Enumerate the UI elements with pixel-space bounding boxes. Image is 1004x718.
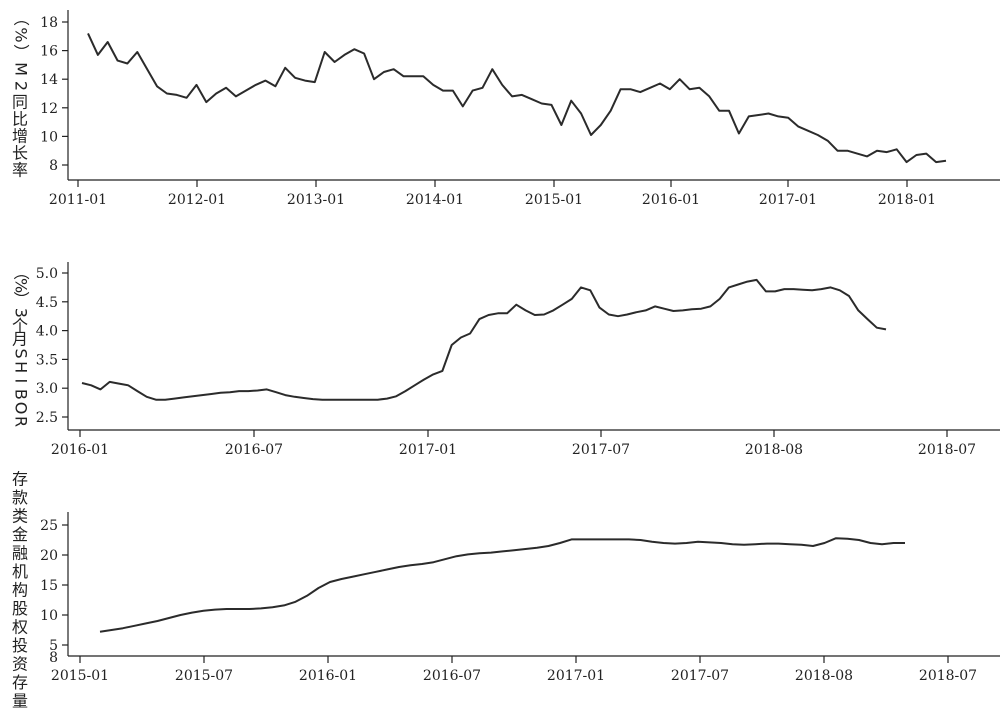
y-label-char: 长 [12, 144, 28, 163]
y-label-char: 量 [12, 692, 28, 711]
x-axis-shibor: 2016-01 2016-07 2017-01 2017-07 2018-08 2018-… [51, 429, 1000, 458]
y-axis-shibor: 2.5 3.0 3.5 4.0 4.5 5.0 [36, 262, 69, 430]
y-tick-label: 25 [40, 518, 58, 534]
y-label-char: 3 [12, 308, 31, 318]
x-tick-label: 2017-01 [759, 192, 817, 208]
x-tick-label: 2018-07 [919, 668, 977, 684]
y-label-char: % [12, 27, 31, 42]
x-tick-label: 2017-01 [399, 442, 457, 458]
y-label-char: H [12, 361, 31, 373]
x-tick-label: 2015-01 [51, 668, 109, 684]
x-tick-label: 2015-07 [175, 668, 233, 684]
x-axis-m2: 2011-01 2012-01 2013-01 2014-01 2015-01 2016-… [49, 179, 1000, 208]
y-label-char: O [12, 402, 31, 415]
x-tick-label: 2017-01 [547, 668, 605, 684]
x-tick-label: 2015-01 [525, 192, 583, 208]
y-tick-label: 16 [40, 44, 58, 60]
y-tick-label: 2.5 [36, 410, 58, 426]
y-label-char: 股 [12, 599, 28, 618]
y-tick-label: 5 [49, 638, 58, 654]
y-tick-label: 15 [40, 578, 58, 594]
chart-panel-shibor: 2.5 3.0 3.5 4.0 4.5 5.0 2016-01 2016-07 2017-01… [12, 262, 1000, 458]
y-axis-m2: 8 10 12 14 16 18 [40, 10, 69, 180]
x-tick-label: 2016-01 [299, 668, 357, 684]
series-line-equity [99, 537, 905, 633]
y-label-char: M [12, 62, 31, 76]
y-tick-label: 20 [40, 548, 58, 564]
y-label-char: 金 [12, 525, 28, 544]
y-label-char: B [12, 389, 31, 400]
x-tick-label: 2016-07 [423, 668, 481, 684]
y-tick-label: 10 [40, 129, 58, 145]
y-tick-label: 4.5 [36, 295, 58, 311]
y-label-char: S [12, 349, 31, 359]
y-tick-label: 12 [40, 101, 58, 117]
y-tick-label: 3.0 [36, 381, 58, 397]
y-label-char: ） [12, 291, 31, 307]
y-tick-label: 10 [40, 608, 58, 624]
x-tick-label: 2017-07 [572, 442, 630, 458]
y-label-char: 权 [12, 618, 28, 637]
y-tick-label-extra: 8 [49, 650, 58, 666]
y-tick-label: 8 [49, 158, 58, 174]
y-label-char: % [12, 278, 31, 293]
x-tick-label: 2017-07 [671, 668, 729, 684]
y-label-char: 2 [12, 81, 31, 91]
y-label-char: I [12, 378, 31, 383]
y-axis-equity: 5 10 15 20 25 8 [40, 512, 69, 666]
x-tick-label: 2018-08 [745, 442, 803, 458]
x-tick-label: 2011-01 [49, 192, 107, 208]
x-tick-label: 2018-07 [918, 442, 976, 458]
y-label-char: 机 [12, 562, 28, 581]
x-tick-label: 2016-01 [642, 192, 700, 208]
y-tick-label: 3.5 [36, 352, 58, 368]
y-tick-label: 5.0 [36, 266, 58, 282]
series-line-m2 [87, 32, 947, 164]
y-tick-label: 14 [40, 72, 58, 88]
y-label-char: 投 [12, 636, 28, 655]
x-tick-label: 2013-01 [287, 192, 345, 208]
x-tick-label: 2012-01 [168, 192, 226, 208]
y-label-char: 类 [12, 507, 28, 526]
y-tick-label: 4.0 [36, 324, 58, 340]
y-label-char: 个 [12, 316, 28, 335]
x-axis-equity: 2015-01 2015-07 2016-01 2016-07 2017-01 2017-… [51, 655, 1000, 684]
y-label-char: 构 [12, 581, 28, 600]
y-label-char: （ [12, 264, 31, 280]
y-label-char: 存 [12, 470, 28, 489]
chart-panel-m2: 8 10 12 14 16 18 2011-01 2012-01 2013-01 2014-01… [12, 10, 1000, 208]
y-label-char: （ [12, 10, 31, 26]
y-label-char: ） [12, 44, 31, 60]
y-label-char: 率 [12, 161, 28, 180]
y-label-char: 融 [12, 544, 28, 563]
x-tick-label: 2014-01 [406, 192, 464, 208]
x-tick-label: 2018-08 [795, 668, 853, 684]
y-label-char: 增 [12, 127, 28, 146]
x-tick-label: 2016-01 [51, 442, 109, 458]
x-tick-label: 2016-07 [225, 442, 283, 458]
y-label-char: 同 [12, 93, 28, 112]
x-tick-label: 2018-01 [878, 192, 936, 208]
y-label-char: 款 [12, 488, 28, 507]
y-label-char: 资 [12, 655, 28, 674]
y-label-char: 月 [12, 330, 28, 349]
series-line-shibor [81, 278, 887, 401]
y-label-char: 存 [12, 673, 28, 692]
y-tick-label: 18 [40, 15, 58, 31]
y-label-char: R [12, 416, 31, 427]
y-label-char: 比 [12, 110, 28, 129]
